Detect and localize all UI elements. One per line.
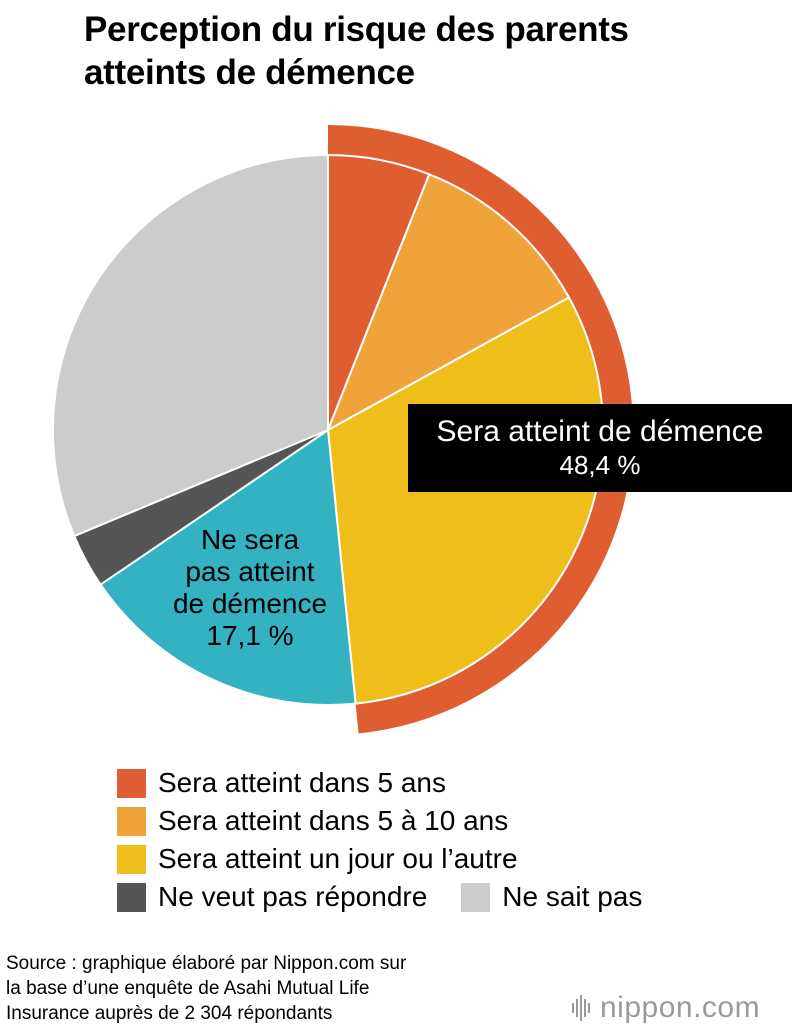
sound-bars-icon xyxy=(572,995,592,1021)
slice-label-line-3: de démence xyxy=(172,588,328,619)
slice-label-line-1: Ne sera xyxy=(200,524,300,555)
legend-label: Sera atteint dans 5 à 10 ans xyxy=(158,805,509,836)
legend-item: Sera atteint dans 5 ans xyxy=(117,767,446,799)
chart-title-line-1: Perception du risque des parents xyxy=(84,10,629,49)
legend-row: Sera atteint un jour ou l’autre xyxy=(117,840,757,878)
legend-label: Sera atteint dans 5 ans xyxy=(158,767,446,798)
legend-swatch xyxy=(117,768,146,798)
legend-swatch xyxy=(117,882,146,912)
legend-label: Ne sait pas xyxy=(502,881,643,912)
legend-item: Ne sait pas xyxy=(461,881,642,913)
chart-title-line-2: atteints de démence xyxy=(84,53,415,92)
legend-item: Sera atteint dans 5 à 10 ans xyxy=(117,805,508,837)
slice-label-line-2: pas atteint xyxy=(185,556,315,587)
pie-slice xyxy=(327,296,604,705)
logo-suffix: .com xyxy=(693,991,761,1024)
legend-label: Sera atteint un jour ou l’autre xyxy=(158,843,518,874)
legend-swatch xyxy=(117,806,146,836)
legend-swatch xyxy=(461,882,491,912)
pie-slices xyxy=(51,154,604,706)
legend-row: Sera atteint dans 5 à 10 ans xyxy=(117,802,757,840)
source-line-2: la base d’une enquête de Asahi Mutual Li… xyxy=(6,978,370,999)
pie-slice xyxy=(99,429,357,706)
legend-swatch xyxy=(117,844,146,874)
legend-item: Ne veut pas répondre xyxy=(117,881,427,913)
nippon-logo: nippon.com xyxy=(572,990,760,1026)
callout-value: 48,4 % xyxy=(559,450,641,480)
chart-title: Perception du risque des parents atteint… xyxy=(84,8,784,94)
callout-label: Sera atteint de démence xyxy=(436,415,764,448)
source-line-1: Source : graphique élaboré par Nippon.co… xyxy=(6,953,407,974)
legend-row: Ne veut pas répondre Ne sait pas xyxy=(117,878,757,916)
legend-row: Sera atteint dans 5 ans xyxy=(117,764,757,802)
pie-slice xyxy=(51,154,329,538)
legend: Sera atteint dans 5 ans Sera atteint dan… xyxy=(117,764,757,916)
label-ne-sera-pas-atteint: Ne sera pas atteint de démence 17,1 % xyxy=(150,524,350,652)
legend-label: Ne veut pas répondre xyxy=(158,881,428,912)
pie-chart xyxy=(51,125,633,734)
slice-label-value: 17,1 % xyxy=(206,620,294,651)
pie-slice xyxy=(327,173,570,431)
source-line-3: Insurance auprès de 2 304 répondants xyxy=(6,1003,333,1024)
source-note: Source : graphique élaboré par Nippon.co… xyxy=(6,951,566,1026)
legend-item: Sera atteint un jour ou l’autre xyxy=(117,843,518,875)
logo-text: nippon xyxy=(600,991,694,1024)
callout-sera-atteint: Sera atteint de démence 48,4 % xyxy=(408,404,792,492)
